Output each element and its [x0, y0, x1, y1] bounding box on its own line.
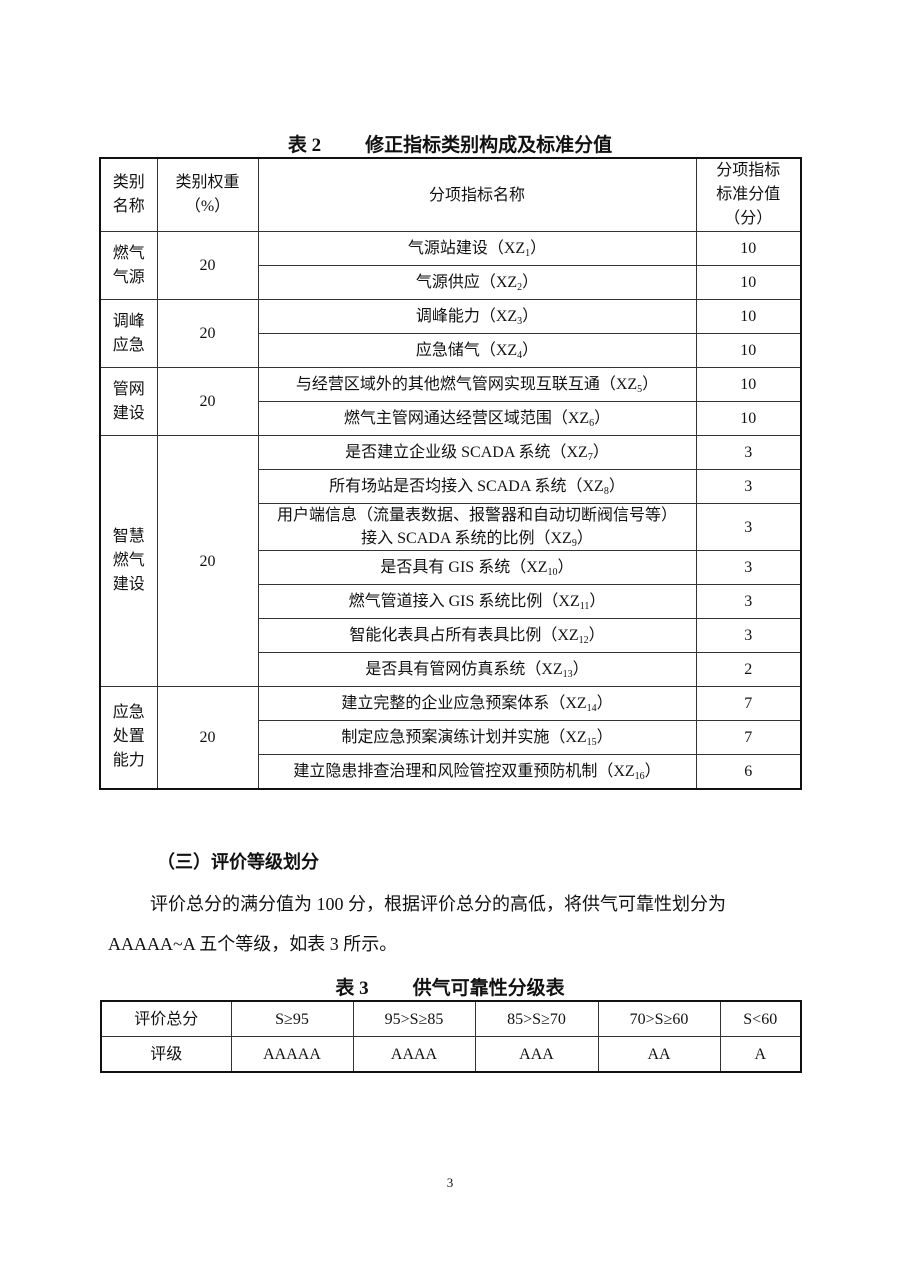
weight-cell: 20 [156, 231, 259, 300]
grade-table: 评价总分 S≥95 95>S≥85 85>S≥70 70>S≥60 S<60 评… [100, 1000, 802, 1073]
item-score-cell: 10 [695, 231, 802, 266]
item-score-cell: 3 [695, 503, 802, 551]
table-row: 是否具有管网仿真系统（XZ13） 2 [100, 652, 802, 687]
table-row: 调峰 应急 20 调峰能力（XZ3） 10 [99, 299, 802, 368]
table3-label: 表 3 [335, 978, 369, 999]
page-number: 3 [446, 1175, 454, 1190]
item-score-cell: 10 [695, 367, 802, 402]
category-cell: 燃气 气源 [99, 231, 158, 300]
table-row: 所有场站是否均接入 SCADA 系统（XZ8） 3 [100, 469, 802, 504]
table-cell: AAAA [352, 1036, 476, 1073]
table-cell: AAA [474, 1036, 599, 1073]
table-row: 管网 建设 20 与经营区域外的其他燃气管网实现互联互通（XZ5） 10 [99, 367, 802, 436]
item-name-cell: 调峰能力（XZ3） [257, 299, 697, 334]
table2-caption: 表 2 修正指标类别构成及标准分值 [0, 130, 900, 157]
table-row: 燃气管道接入 GIS 系统比例（XZ11） 3 [100, 584, 802, 619]
item-name-cell: 应急储气（XZ4） [257, 333, 697, 368]
table-row: 智能化表具占所有表具比例（XZ12） 3 [100, 618, 802, 653]
header-category: 类别名称 [99, 157, 158, 232]
item-score-cell: 10 [695, 401, 802, 436]
weight-cell: 20 [156, 367, 259, 436]
table-cell: S≥95 [230, 1000, 354, 1037]
item-score-cell: 10 [695, 333, 802, 368]
table-cell: AA [597, 1036, 721, 1073]
score-row: 评价总分 S≥95 95>S≥85 85>S≥70 70>S≥60 S<60 [100, 1000, 802, 1037]
item-name-cell: 用户端信息（流量表数据、报警器和自动切断阀信号等）接入 SCADA 系统的比例（… [257, 503, 697, 551]
item-score-cell: 7 [695, 686, 802, 721]
item-score-cell: 10 [695, 265, 802, 300]
table-row: 应急 处置 能力 20 建立完整的企业应急预案体系（XZ14） 7 [99, 686, 802, 789]
item-name-cell: 与经营区域外的其他燃气管网实现互联互通（XZ5） [257, 367, 697, 402]
header-category-label: 类别名称 [112, 174, 145, 215]
table2-label: 表 2 [287, 135, 322, 156]
item-name-cell: 是否具有 GIS 系统（XZ10） [257, 550, 697, 585]
item-score-cell: 3 [695, 469, 802, 504]
item-score-cell: 2 [695, 652, 802, 687]
item-score-cell: 3 [695, 550, 802, 585]
table-header-row: 类别名称 类别权重（%） 分项指标名称 分项指标 标准分值 （分） [99, 157, 802, 232]
header-weight-label: 类别权重（%） [175, 174, 240, 215]
table-cell: 95>S≥85 [352, 1000, 476, 1037]
section-paragraph: 评价总分的满分值为 100 分，根据评价总分的高低，将供气可靠性划分为 AAAA… [108, 894, 726, 954]
table-row: 燃气主管网通达经营区域范围（XZ6） 10 [100, 401, 802, 436]
item-name-cell: 是否具有管网仿真系统（XZ13） [257, 652, 697, 687]
item-score-cell: 6 [695, 754, 802, 789]
table-cell: 评价总分 [100, 1000, 232, 1037]
category-cell: 管网 建设 [99, 367, 158, 436]
table2-title: 修正指标类别构成及标准分值 [365, 135, 613, 156]
table3-title: 供气可靠性分级表 [412, 978, 565, 999]
grade-row: 评级 AAAAA AAAA AAA AA A [100, 1036, 802, 1073]
weight-cell: 20 [156, 686, 259, 789]
item-name-cell: 所有场站是否均接入 SCADA 系统（XZ8） [257, 469, 697, 504]
item-name-cell: 气源站建设（XZ1） [257, 231, 697, 266]
item-name-cell: 建立完整的企业应急预案体系（XZ14） [257, 686, 697, 721]
table-row: 是否具有 GIS 系统（XZ10） 3 [100, 550, 802, 585]
category-cell: 智慧 燃气 建设 [99, 435, 158, 687]
section-heading: （三）评价等级划分 [157, 852, 319, 872]
table-row: 燃气 气源 20 气源站建设（XZ1） 10 [99, 231, 802, 300]
header-item: 分项指标名称 [257, 157, 697, 232]
table-row: 智慧 燃气 建设 20 是否建立企业级 SCADA 系统（XZ7） 3 [99, 435, 802, 687]
table-cell: A [719, 1036, 802, 1073]
item-name-cell: 制定应急预案演练计划并实施（XZ15） [257, 720, 697, 755]
table-cell: 70>S≥60 [597, 1000, 721, 1037]
item-name-cell: 燃气主管网通达经营区域范围（XZ6） [257, 401, 697, 436]
table-cell: AAAAA [230, 1036, 354, 1073]
item-name-cell: 智能化表具占所有表具比例（XZ12） [257, 618, 697, 653]
indicator-table: 类别名称 类别权重（%） 分项指标名称 分项指标 标准分值 （分） 燃气 气源 20 气源… [99, 157, 802, 790]
table-cell: S<60 [719, 1000, 802, 1037]
item-name-cell: 气源供应（XZ2） [257, 265, 697, 300]
item-score-cell: 3 [695, 618, 802, 653]
table3-caption: 表 3 供气可靠性分级表 [0, 973, 900, 1000]
table-row: 建立隐患排查治理和风险管控双重预防机制（XZ16） 6 [100, 754, 802, 789]
weight-cell: 20 [156, 299, 259, 368]
category-cell: 应急 处置 能力 [99, 686, 158, 789]
item-name-cell: 建立隐患排查治理和风险管控双重预防机制（XZ16） [257, 754, 697, 789]
category-cell: 调峰 应急 [99, 299, 158, 368]
item-score-cell: 3 [695, 584, 802, 619]
item-score-cell: 7 [695, 720, 802, 755]
header-score: 分项指标 标准分值 （分） [695, 157, 802, 232]
table-row: 气源供应（XZ2） 10 [100, 265, 802, 300]
header-weight: 类别权重（%） [156, 157, 259, 232]
table-cell: 评级 [100, 1036, 232, 1073]
item-score-cell: 10 [695, 299, 802, 334]
item-score-cell: 3 [695, 435, 802, 470]
table-cell: 85>S≥70 [474, 1000, 599, 1037]
weight-cell: 20 [156, 435, 259, 687]
table-row: 用户端信息（流量表数据、报警器和自动切断阀信号等）接入 SCADA 系统的比例（… [100, 503, 802, 551]
item-name-cell: 燃气管道接入 GIS 系统比例（XZ11） [257, 584, 697, 619]
item-name-cell: 是否建立企业级 SCADA 系统（XZ7） [257, 435, 697, 470]
table-row: 制定应急预案演练计划并实施（XZ15） 7 [100, 720, 802, 755]
